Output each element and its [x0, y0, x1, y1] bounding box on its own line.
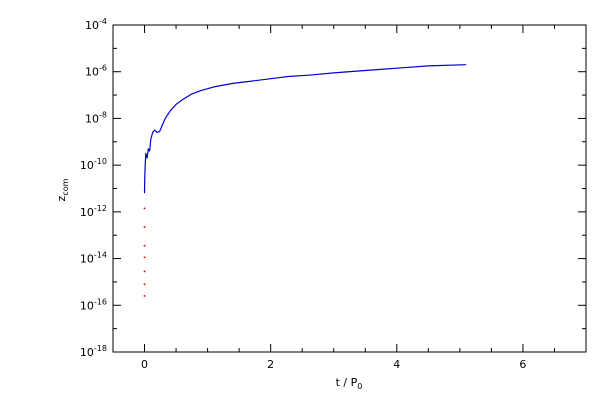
y-tick-label: 10-12 [80, 204, 107, 219]
y-tick-label: 10-18 [80, 344, 107, 359]
y-tick-label: 10-14 [80, 251, 107, 266]
scatter-point [143, 256, 146, 259]
x-axis-label: t / P0 [336, 376, 363, 391]
scatter-point [143, 226, 146, 228]
series-group [143, 64, 467, 297]
y-tick-label: 10-6 [85, 64, 107, 79]
plot-frame [112, 24, 587, 353]
x-tick-label: 2 [267, 358, 274, 371]
y-tick-label: 10-10 [80, 157, 107, 172]
tick-group [112, 24, 587, 353]
scatter-point [143, 270, 146, 273]
tick-label-group: 0 2 4 6 10-18 10-16 10-14 10-12 10-10 10-8 10-6 10-… [80, 17, 527, 371]
y-tick-label: 10-4 [85, 17, 107, 32]
scatter-point [143, 295, 146, 297]
y-axis-label-subscript: com [61, 178, 70, 195]
series-line [143, 64, 467, 194]
scatter-point [143, 244, 146, 247]
x-tick-label: 0 [141, 358, 148, 371]
x-tick-label: 6 [519, 358, 526, 371]
x-tick-label: 4 [393, 358, 400, 371]
y-tick-label: 10-8 [85, 110, 107, 125]
y-axis-label: zcom [55, 178, 70, 201]
x-axis-label-subscript: 0 [357, 382, 362, 391]
y-tick-label: 10-16 [80, 297, 107, 312]
scatter-point [143, 207, 146, 210]
scatter-point [143, 283, 146, 286]
